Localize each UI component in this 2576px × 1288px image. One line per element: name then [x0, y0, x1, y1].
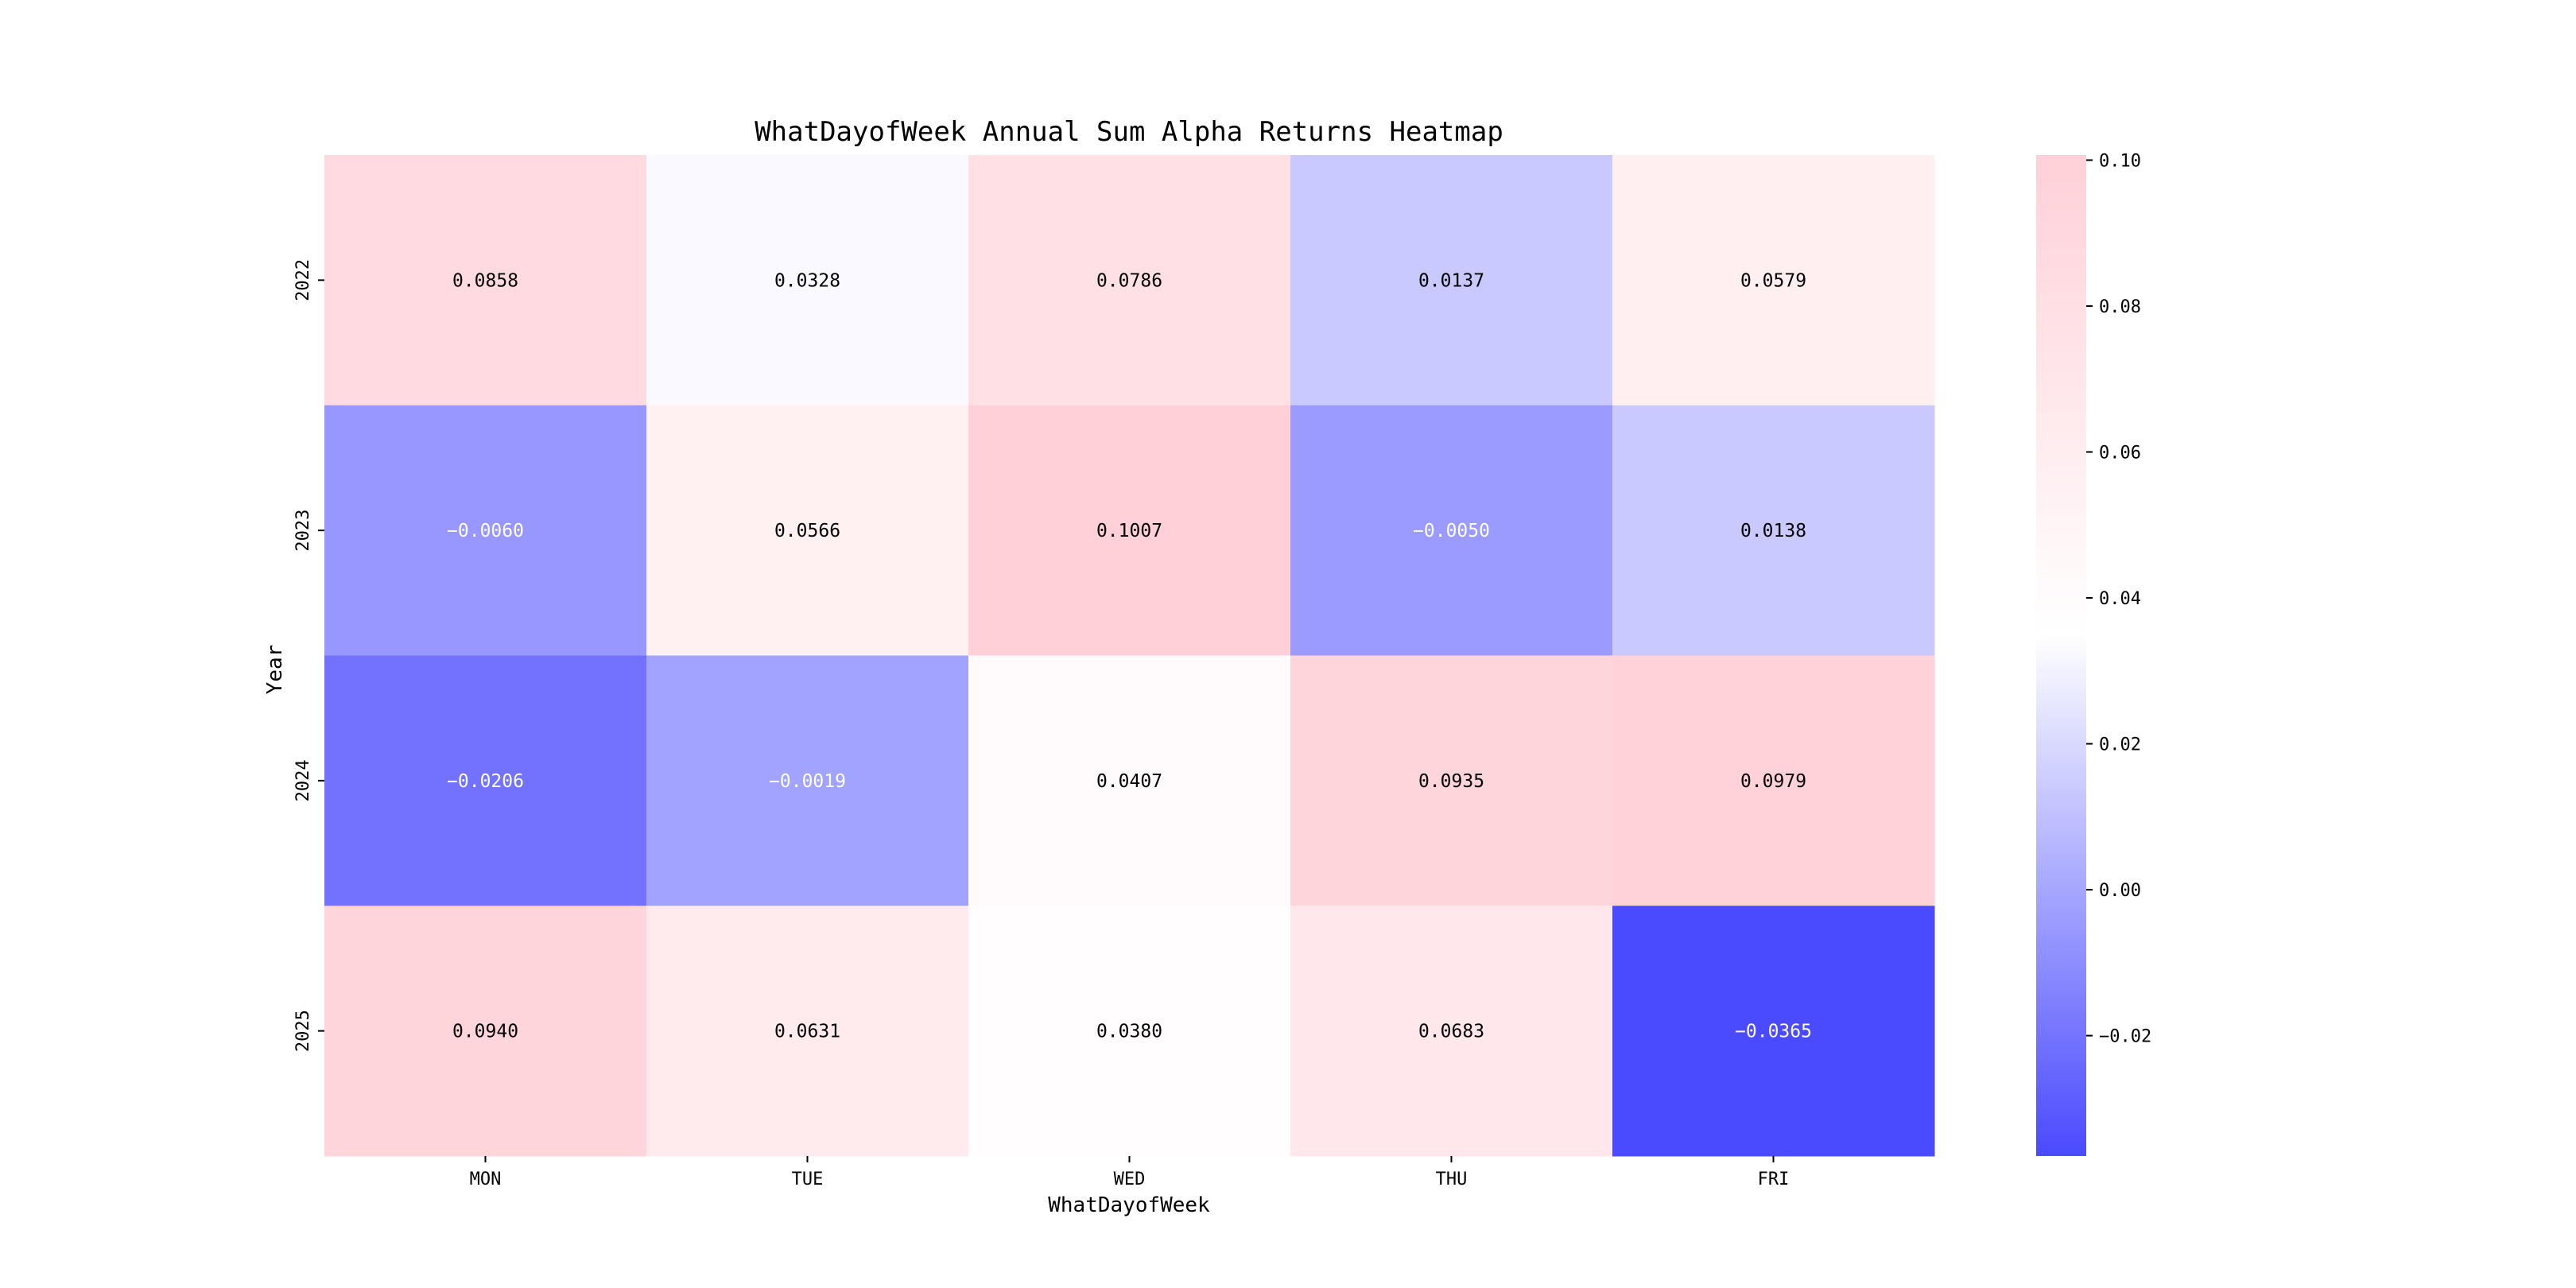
heatmap-cell [968, 405, 1291, 656]
x-axis-ticks: MON TUE WED THU FRI [470, 1156, 1790, 1189]
heatmap-cell [1290, 655, 1613, 906]
y-tick-label: 2023 [293, 510, 313, 552]
heatmap-cell [968, 906, 1291, 1157]
cell-value-label: 0.0566 [774, 521, 840, 541]
cell-value-label: −0.0060 [447, 521, 524, 541]
colorbar-tick-label: 0.08 [2099, 297, 2141, 317]
cell-value-label: 0.0940 [452, 1022, 518, 1042]
heatmap-cell [646, 906, 969, 1157]
colorbar-tick-label: 0.02 [2099, 735, 2141, 755]
colorbar-tick-label: 0.04 [2099, 589, 2141, 609]
x-tick-label: WED [1114, 1170, 1146, 1189]
cell-value-label: 0.0683 [1418, 1022, 1484, 1042]
y-tick-label: 2025 [293, 1010, 313, 1052]
colorbar-tick-label: −0.02 [2099, 1027, 2151, 1047]
x-tick-label: TUE [792, 1170, 824, 1189]
heatmap-cell [324, 405, 647, 656]
x-tick-label: MON [470, 1170, 502, 1189]
y-tick-label: 2022 [293, 259, 313, 301]
cell-value-label: −0.0050 [1413, 521, 1490, 541]
heatmap-cell [1612, 655, 1935, 906]
heatmap-cell [646, 155, 969, 406]
cell-value-label: 0.0579 [1740, 270, 1806, 291]
colorbar-tick-label: 0.06 [2099, 443, 2141, 463]
cell-value-label: 0.0786 [1096, 270, 1162, 291]
chart-title: WhatDayofWeek Annual Sum Alpha Returns H… [755, 116, 1503, 148]
heatmap-cell [968, 655, 1291, 906]
heatmap-cell [968, 155, 1291, 406]
heatmap-cell [646, 655, 969, 906]
heatmap-cell [1290, 155, 1613, 406]
colorbar-tick-label: 0.10 [2099, 151, 2141, 171]
x-tick-label: FRI [1758, 1170, 1790, 1189]
heatmap-cell [1612, 405, 1935, 656]
cell-value-label: 0.0137 [1418, 270, 1484, 291]
y-axis-ticks: 2022 2023 2024 2025 [293, 259, 324, 1052]
heatmap-cell [1290, 906, 1613, 1157]
heatmap-cells: 0.0858 0.0328 0.0786 0.0137 0.0579 −0.0060 0.0… [324, 155, 1935, 1157]
cell-value-label: 0.1007 [1096, 521, 1162, 541]
heatmap-cell [324, 655, 647, 906]
cell-value-label: −0.0019 [769, 771, 846, 792]
cell-value-label: 0.0328 [774, 270, 840, 291]
heatmap-cell [324, 906, 647, 1157]
colorbar: 0.10 0.08 0.06 0.04 0.02 0.00 −0.02 [2036, 151, 2151, 1156]
cell-value-label: −0.0365 [1735, 1022, 1812, 1042]
heatmap-cell [1612, 906, 1935, 1157]
colorbar-gradient [2036, 155, 2086, 1156]
cell-value-label: 0.0407 [1096, 771, 1162, 792]
cell-value-label: 0.0858 [452, 270, 518, 291]
x-axis-label: WhatDayofWeek [1048, 1193, 1210, 1217]
x-tick-label: THU [1436, 1170, 1468, 1189]
cell-value-label: 0.0138 [1740, 521, 1806, 541]
heatmap-cell [1290, 405, 1613, 656]
heatmap-cell [324, 155, 647, 406]
cell-value-label: 0.0935 [1418, 771, 1484, 792]
cell-value-label: −0.0206 [447, 771, 524, 792]
colorbar-tick-label: 0.00 [2099, 881, 2141, 901]
cell-value-label: 0.0380 [1096, 1022, 1162, 1042]
cell-value-label: 0.0631 [774, 1022, 840, 1042]
y-tick-label: 2024 [293, 759, 313, 801]
y-axis-label: Year [263, 645, 287, 695]
cell-value-label: 0.0979 [1740, 771, 1806, 792]
heatmap-cell [1612, 155, 1935, 406]
heatmap-cell [646, 405, 969, 656]
